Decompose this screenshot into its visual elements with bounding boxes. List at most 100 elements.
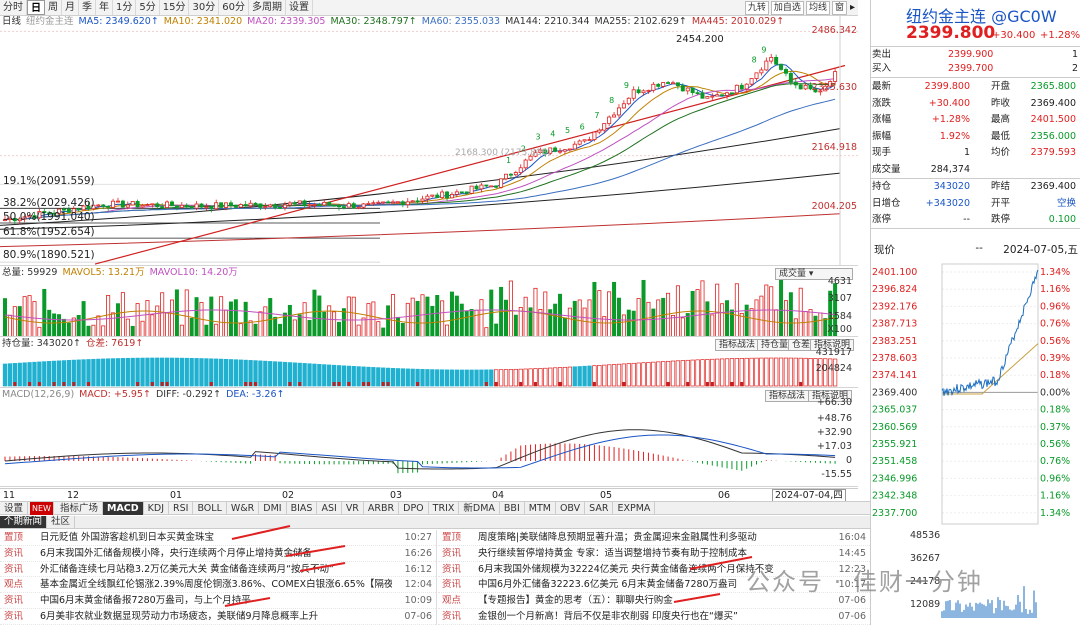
news-item[interactable]: 资讯 中国6月末黄金储备报7280万盎司，与上个月持平 10:09 bbox=[0, 593, 436, 609]
indicator-tab[interactable]: KDJ bbox=[144, 501, 170, 515]
macd-panel[interactable]: MACD(12,26,9) MACD: +5.95↑ DIFF: -0.292↑ DE… bbox=[0, 389, 858, 487]
news-title[interactable]: 金银创一个月新高！背后不仅是非农削弱 印度央行也在“爆买” bbox=[478, 610, 738, 622]
indicator-tab[interactable]: 指标广场 bbox=[56, 501, 103, 515]
oi-position-button[interactable]: 持仓量 bbox=[757, 339, 793, 351]
indicator-tab[interactable]: DPO bbox=[399, 501, 429, 515]
indicator-tab[interactable]: VR bbox=[342, 501, 364, 515]
oi-strategy-button[interactable]: 指标战法 bbox=[715, 339, 760, 351]
news-item[interactable]: 资讯 6月末我国外汇储备规模小降，央行连续两个月停止增持黄金储备 16:26 bbox=[0, 546, 436, 562]
indicator-tab[interactable]: EXPMA bbox=[613, 501, 656, 515]
open-interest-panel[interactable]: 持仓量: 343020↑ 仓差: 7619↑ 指标战法 持仓量 仓差 指标说明 4… bbox=[0, 338, 858, 388]
period-tab[interactable]: 周 bbox=[45, 0, 62, 15]
news-item[interactable]: 置顶 日元贬值 外国游客趁机到日本买黄金珠宝 10:27 bbox=[0, 530, 436, 546]
news-category: 资讯 bbox=[4, 595, 24, 607]
news-title[interactable]: 外汇储备连续七月站稳3.2万亿美元大关 黄金储备连续两月“按兵不动” bbox=[40, 563, 334, 575]
period-tab[interactable]: 季 bbox=[79, 0, 96, 15]
news-item[interactable]: 资讯 6月美非农就业数据显现劳动力市场疲态，美联储9月降息概率上升 07-06 bbox=[0, 609, 436, 625]
news-item[interactable]: 资讯 6月末我国外储规模为32224亿美元 央行黄金储备连续两个月保持不变 12:2… bbox=[438, 562, 870, 578]
quote-value: 2365.800 bbox=[1030, 81, 1076, 92]
toolbar-button[interactable]: 加自选 bbox=[770, 0, 804, 15]
indicator-tab[interactable]: 设置 bbox=[0, 501, 29, 515]
period-tab[interactable]: 分时 bbox=[0, 0, 27, 15]
news-item[interactable]: 置顶 周度策略|美联储降息预期显著升温；贵金属迎来金融属性利多驱动 16:04 bbox=[438, 530, 870, 546]
news-item[interactable]: 资讯 金银创一个月新高！背后不仅是非农削弱 印度央行也在“爆买” 07-06 bbox=[438, 609, 870, 625]
period-tab[interactable]: 设置 bbox=[286, 0, 313, 15]
news-tab[interactable]: 社区 bbox=[47, 516, 76, 528]
macd-chart[interactable] bbox=[0, 389, 858, 487]
news-title[interactable]: 基本金属近全线飘红伦锡涨2.39%周度伦铜涨3.86%、COMEX白银涨6.65… bbox=[40, 579, 392, 591]
indicator-tab[interactable]: MACD bbox=[102, 501, 144, 515]
indicator-tab[interactable]: DMI bbox=[259, 501, 287, 515]
news-title[interactable]: 日元贬值 外国游客趁机到日本买黄金珠宝 bbox=[40, 532, 215, 543]
period-tab[interactable]: 月 bbox=[62, 0, 79, 15]
oi-bar bbox=[651, 361, 656, 387]
quote-label: 开平 bbox=[990, 197, 1010, 209]
news-title[interactable]: 【专题报告】黄金的思考（五）：聊聊央行购金 bbox=[478, 595, 673, 607]
period-tab[interactable]: 5分 bbox=[136, 0, 160, 15]
macd-axis-label: +48.76 bbox=[816, 413, 852, 424]
period-tab[interactable]: 15分 bbox=[160, 0, 190, 15]
indicator-tab[interactable]: SAR bbox=[585, 501, 614, 515]
indicator-tab[interactable]: W&R bbox=[227, 501, 260, 515]
indicator-tab[interactable]: BOLL bbox=[193, 501, 227, 515]
candle-body bbox=[52, 212, 57, 215]
candle-body bbox=[317, 204, 322, 206]
oi-help-button[interactable]: 指标说明 bbox=[810, 339, 855, 351]
period-tab[interactable]: 多周期 bbox=[249, 0, 286, 15]
indicator-tab[interactable]: ASI bbox=[317, 501, 342, 515]
indicator-tab[interactable]: TRIX bbox=[429, 501, 460, 515]
candle-body bbox=[273, 204, 278, 208]
news-item[interactable]: 观点 基本金属近全线飘红伦锡涨2.39%周度伦铜涨3.86%、COMEX白银涨6.… bbox=[0, 577, 436, 594]
indicator-tab[interactable]: BIAS bbox=[287, 501, 318, 515]
news-time: 07-06 bbox=[838, 610, 866, 622]
toolbar-button[interactable]: 均线 bbox=[805, 0, 830, 15]
news-title[interactable]: 周度策略|美联储降息预期显著升温；贵金属迎来金融属性利多驱动 bbox=[478, 532, 757, 543]
news-title[interactable]: 6月末我国外汇储备规模小降，央行连续两个月停止增持黄金储备 bbox=[40, 547, 313, 559]
volume-panel[interactable]: 总量: 59929 MAVOL5: 13.21万 MAVOL10: 14.20万 成… bbox=[0, 267, 858, 337]
indicator-tab[interactable]: BBI bbox=[500, 501, 525, 515]
macd-strategy-button[interactable]: 指标战法 bbox=[765, 390, 810, 402]
period-tab[interactable]: 年 bbox=[96, 0, 113, 15]
date-tick: 11 bbox=[3, 490, 16, 501]
open-interest-chart[interactable] bbox=[0, 338, 858, 388]
candle-body bbox=[592, 131, 597, 140]
news-title[interactable]: 6月末我国外储规模为32224亿美元 央行黄金储备连续两个月保持不变 bbox=[478, 563, 774, 575]
news-title[interactable]: 中国6月末黄金储备报7280万盎司，与上个月持平 bbox=[40, 595, 251, 607]
volume-chart[interactable] bbox=[0, 267, 858, 337]
indicator-tab[interactable]: RSI bbox=[169, 501, 194, 515]
volume-indicator-select[interactable]: 成交量 ▾ bbox=[775, 268, 853, 280]
news-tab[interactable]: 个期新闻 bbox=[0, 516, 48, 528]
oi-bar bbox=[199, 358, 204, 387]
period-tab[interactable]: 30分 bbox=[189, 0, 220, 15]
indicator-tab[interactable]: MTM bbox=[525, 501, 556, 515]
intraday-chart[interactable]: 2401.100 1.34% 2396.824 1.16% 2392.176 0.96% 2… bbox=[870, 258, 1080, 625]
indicator-tab[interactable]: 新DMA bbox=[459, 501, 500, 515]
expand-arrow-icon[interactable]: ▸ bbox=[849, 2, 855, 13]
news-title[interactable]: 中国6月外汇储备32223.6亿美元 6月末黄金储备7280万盎司 bbox=[478, 579, 738, 591]
news-item[interactable]: 资讯 中国6月外汇储备32223.6亿美元 6月末黄金储备7280万盎司 10:17 bbox=[438, 577, 870, 594]
news-item[interactable]: 资讯 央行继续暂停增持黄金 专家：适当调整增持节奏有助于控制成本 14:45 bbox=[438, 546, 870, 562]
news-title[interactable]: 6月美非农就业数据显现劳动力市场疲态，美联储9月降息概率上升 bbox=[40, 610, 319, 622]
oi-bar bbox=[160, 357, 165, 387]
indicator-tab[interactable]: OBV bbox=[556, 501, 586, 515]
news-title[interactable]: 央行继续暂停增持黄金 专家：适当调整增持节奏有助于控制成本 bbox=[478, 547, 748, 559]
news-item[interactable]: 资讯 外汇储备连续七月站稳3.2万亿美元大关 黄金储备连续两月“按兵不动” 16:1… bbox=[0, 562, 436, 578]
indicator-tab[interactable]: NEW bbox=[30, 501, 54, 515]
toolbar-button[interactable]: 九转 bbox=[744, 0, 769, 15]
legend-item: MA5: 2349.620↑ bbox=[78, 16, 159, 27]
intraday-dash: -- bbox=[975, 242, 983, 254]
indicator-tab[interactable]: ARBR bbox=[364, 501, 400, 515]
oi-bar bbox=[513, 368, 518, 387]
macd-help-button[interactable]: 指标说明 bbox=[808, 390, 853, 402]
volume-bar bbox=[729, 309, 734, 336]
period-tab[interactable]: 60分 bbox=[219, 0, 249, 15]
toolbar-button[interactable]: 窗 bbox=[831, 0, 847, 15]
period-tab[interactable]: 日 bbox=[27, 0, 45, 15]
oi-bar bbox=[179, 357, 184, 387]
oi-bar bbox=[813, 358, 818, 387]
period-tab[interactable]: 1分 bbox=[113, 0, 137, 15]
news-item[interactable]: 观点 【专题报告】黄金的思考（五）：聊聊央行购金 07-06 bbox=[438, 593, 870, 609]
candle-body bbox=[184, 204, 189, 208]
